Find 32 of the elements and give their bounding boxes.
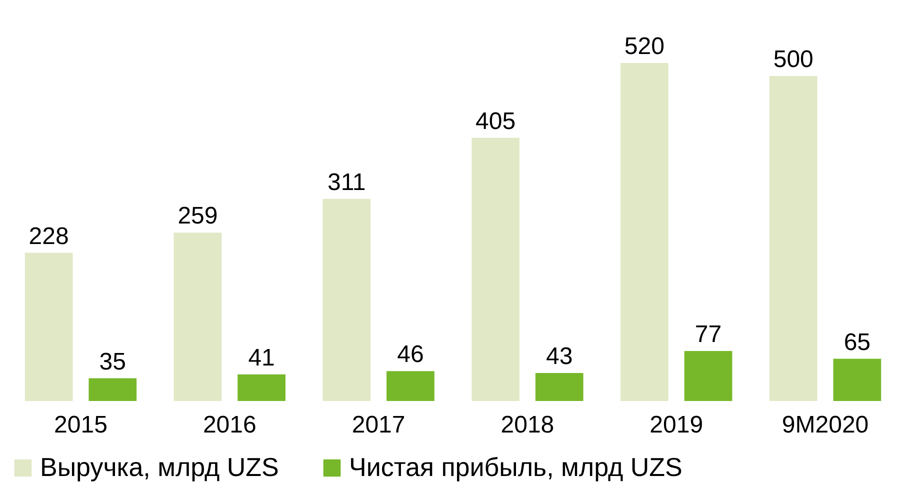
x-tick-label: 9M2020 [782, 412, 869, 438]
data-label: 41 [248, 344, 275, 372]
bar [322, 198, 371, 401]
bar [88, 378, 137, 401]
data-label: 405 [476, 108, 516, 135]
bar [769, 76, 818, 401]
data-label: 311 [328, 168, 366, 196]
bar [238, 374, 286, 401]
data-label: 259 [178, 202, 218, 230]
data-label: 35 [99, 348, 126, 376]
bar [535, 373, 584, 401]
x-tick-label: 2019 [650, 412, 704, 438]
bar [833, 358, 882, 401]
data-label: 520 [624, 33, 664, 60]
bar [472, 138, 520, 401]
x-tick-label: 2017 [352, 412, 406, 438]
bar [684, 350, 732, 401]
data-label: 77 [694, 320, 722, 348]
bar [174, 232, 222, 401]
x-tick-label: 2015 [54, 412, 108, 438]
x-tick-label: 2016 [202, 412, 256, 438]
data-label: 500 [773, 46, 814, 73]
data-label: 65 [844, 328, 871, 356]
bar [24, 252, 73, 401]
bar [386, 371, 434, 401]
legend-label: Выручка, млрд UZS [40, 452, 279, 482]
data-label: 228 [28, 222, 69, 250]
data-label: 46 [397, 341, 424, 368]
data-label: 43 [546, 343, 573, 370]
legend-label: Чистая прибыль, млрд UZS [349, 452, 682, 482]
x-tick-label: 2018 [500, 412, 554, 438]
bar [620, 63, 668, 401]
